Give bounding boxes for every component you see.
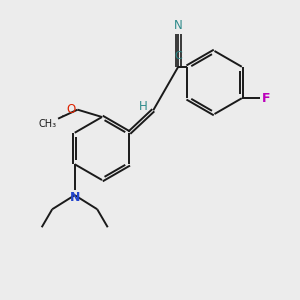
Text: N: N [70,191,80,204]
Text: methoxy: methoxy [62,115,68,116]
Text: N: N [174,19,183,32]
Text: H: H [139,100,148,113]
Text: F: F [262,92,271,105]
Text: O: O [67,103,76,116]
Text: CH₃: CH₃ [38,119,57,129]
Text: C: C [174,51,182,61]
